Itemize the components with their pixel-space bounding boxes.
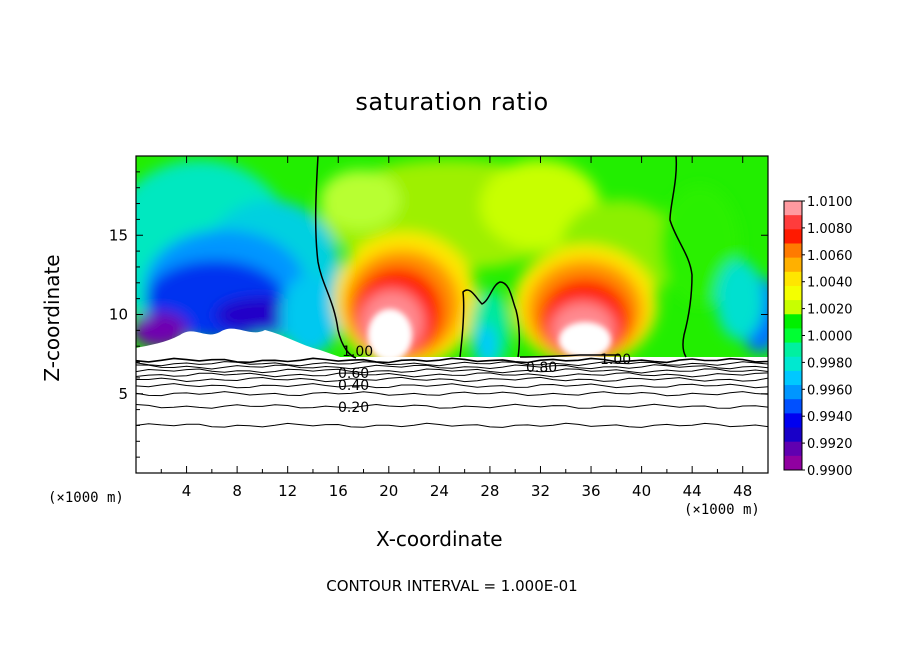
x-unit-label-right: (×1000 m): [684, 502, 760, 518]
contour-interval-note: CONTOUR INTERVAL = 1.000E-01: [326, 577, 578, 595]
colorbar-label: 1.0100: [807, 195, 853, 210]
field-blob: [476, 325, 496, 365]
colorbar-swatch: [784, 427, 802, 443]
colorbar-swatch: [784, 243, 802, 259]
colorbar-swatch: [784, 385, 802, 400]
colorbar-swatch: [784, 314, 802, 329]
colorbar-swatch: [784, 356, 802, 372]
contour-line: [136, 361, 768, 367]
contour-line: [136, 364, 768, 370]
contour-label: 0.40: [338, 378, 369, 394]
contour-label: 1.00: [342, 344, 373, 360]
contour-labels: 1.00 0.60 0.40 0.20 0.80 1.00: [338, 344, 631, 416]
colorbar-swatch: [784, 413, 802, 429]
colorbar-label: 0.9960: [807, 383, 853, 398]
x-tick-label: 20: [379, 482, 398, 500]
contour-label: 0.80: [526, 360, 557, 376]
colorbar-swatch: [784, 201, 802, 216]
colorbar-swatch: [784, 370, 802, 386]
colorbar-swatch: [784, 285, 802, 301]
colorbar-label: 0.9980: [807, 356, 853, 371]
x-tick-label: 36: [581, 482, 600, 500]
field-blob: [660, 185, 740, 305]
contour-line: [136, 372, 768, 378]
colorbar-swatch: [784, 455, 802, 471]
colorbar-label: 1.0080: [807, 222, 853, 237]
white-core: [559, 322, 611, 358]
x-tick-label: 4: [182, 482, 192, 500]
x-axis-label: X-coordinate: [376, 527, 503, 551]
contour-line: [669, 156, 693, 358]
x-tick-label: 48: [733, 482, 752, 500]
upper-contours: [314, 156, 693, 359]
contour-line: [136, 357, 768, 364]
colorbar-label: 0.9920: [807, 437, 853, 452]
contour-line: [136, 368, 768, 374]
x-axis-ticks: 4 8 12 16 20 24 28 32 36 40 44 48: [160, 156, 752, 500]
contour-line: [314, 156, 357, 359]
contour-line: [519, 354, 620, 358]
colorbar-swatch: [784, 229, 802, 244]
x-tick-label: 12: [278, 482, 297, 500]
colorbar-swatch: [784, 342, 802, 358]
contour-line: [459, 281, 521, 358]
x-unit-label-left: (×1000 m): [48, 490, 124, 506]
x-tick-label: 32: [531, 482, 550, 500]
y-tick-label: 10: [109, 306, 128, 324]
y-axis-ticks: 5 10 15: [109, 171, 768, 458]
colorbar-swatch: [784, 441, 802, 457]
colorbar-label: 1.0040: [807, 276, 853, 291]
contour-label: 1.00: [600, 352, 631, 368]
contour-line: [136, 391, 768, 397]
lower-white-region: [136, 328, 768, 473]
contour-lines: [136, 357, 768, 428]
colorbar-label: 1.0020: [807, 303, 853, 318]
x-tick-label: 28: [480, 482, 499, 500]
colorbar-swatch: [784, 328, 802, 344]
x-tick-label: 16: [329, 482, 348, 500]
colorbar-label: 0.9940: [807, 410, 853, 425]
x-tick-label: 24: [430, 482, 449, 500]
contour-label: 0.20: [338, 400, 369, 416]
colorbar: 1.0100 1.0080 1.0060 1.0040 1.0020 1.0000 0.99…: [783, 195, 853, 479]
x-tick-label: 44: [683, 482, 702, 500]
white-cores: [368, 309, 611, 361]
colorbar-swatch: [784, 399, 802, 414]
colorbar-label: 1.0000: [807, 330, 853, 345]
contour-line: [136, 422, 768, 428]
contour-line: [136, 403, 768, 409]
y-tick-label: 15: [109, 226, 128, 244]
x-tick-label: 40: [632, 482, 651, 500]
colorbar-label: 1.0060: [807, 249, 853, 264]
heatmap-field: [136, 156, 768, 473]
field-blob: [716, 260, 764, 340]
contour-line: [136, 376, 768, 383]
field-color-blobs: [136, 160, 768, 370]
colorbar-label: 0.9900: [807, 464, 853, 479]
colorbar-swatch: [784, 257, 802, 273]
colorbar-swatch: [784, 300, 802, 315]
contour-label: 0.60: [338, 366, 369, 382]
y-tick-label: 5: [118, 385, 128, 403]
contour-line: [136, 383, 768, 389]
field-blob: [280, 275, 340, 355]
chart-title: saturation ratio: [355, 88, 549, 116]
white-core: [368, 309, 412, 361]
colorbar-swatch: [784, 271, 802, 287]
x-tick-label: 8: [232, 482, 242, 500]
field-blob: [320, 170, 400, 230]
colorbar-swatch: [784, 215, 802, 230]
